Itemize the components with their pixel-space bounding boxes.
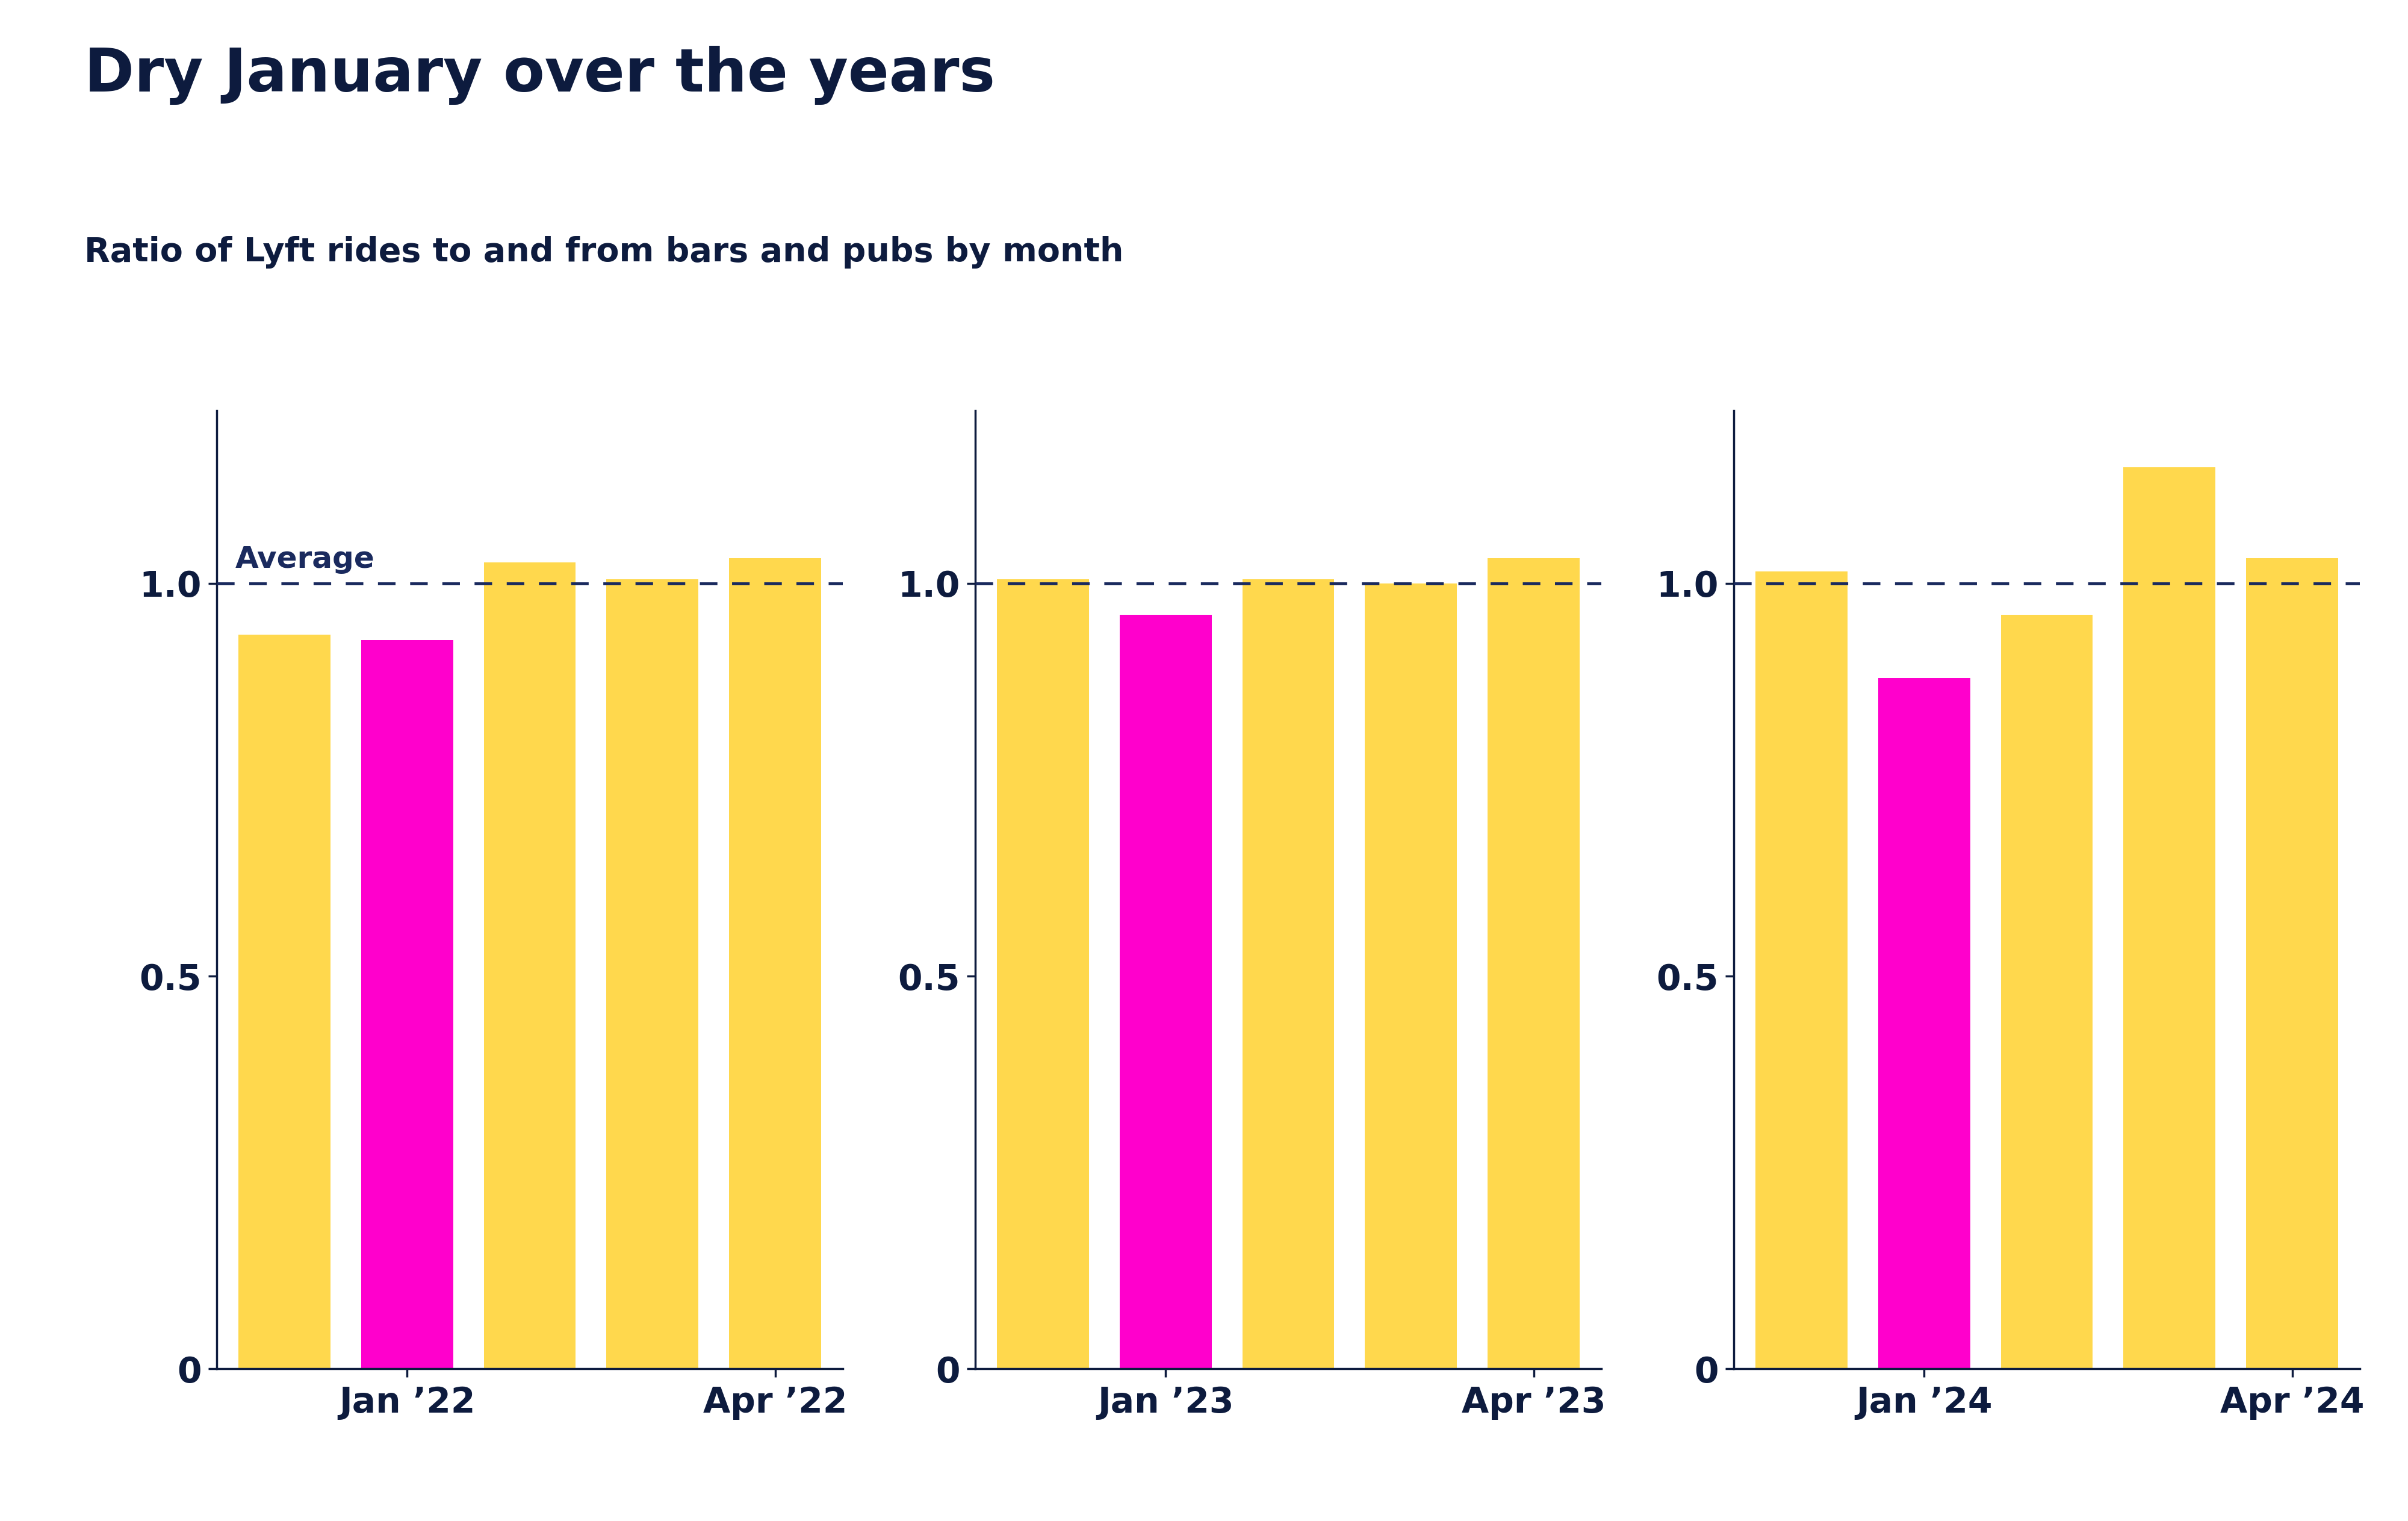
Bar — [2124, 467, 2215, 1369]
Text: Average: Average — [236, 545, 376, 573]
Bar — [1243, 580, 1334, 1369]
Bar — [607, 580, 698, 1369]
Bar — [361, 640, 453, 1369]
Bar — [730, 558, 821, 1369]
Bar — [238, 634, 330, 1369]
Bar — [1488, 558, 1580, 1369]
Bar — [1755, 572, 1847, 1369]
Bar — [2247, 558, 2338, 1369]
Text: Dry January over the years: Dry January over the years — [84, 46, 995, 105]
Bar — [1365, 584, 1457, 1369]
Text: Ratio of Lyft rides to and from bars and pubs by month: Ratio of Lyft rides to and from bars and… — [84, 236, 1125, 268]
Bar — [484, 563, 576, 1369]
Bar — [1878, 678, 1970, 1369]
Bar — [997, 580, 1088, 1369]
Bar — [2001, 614, 2093, 1369]
Bar — [1120, 614, 1211, 1369]
